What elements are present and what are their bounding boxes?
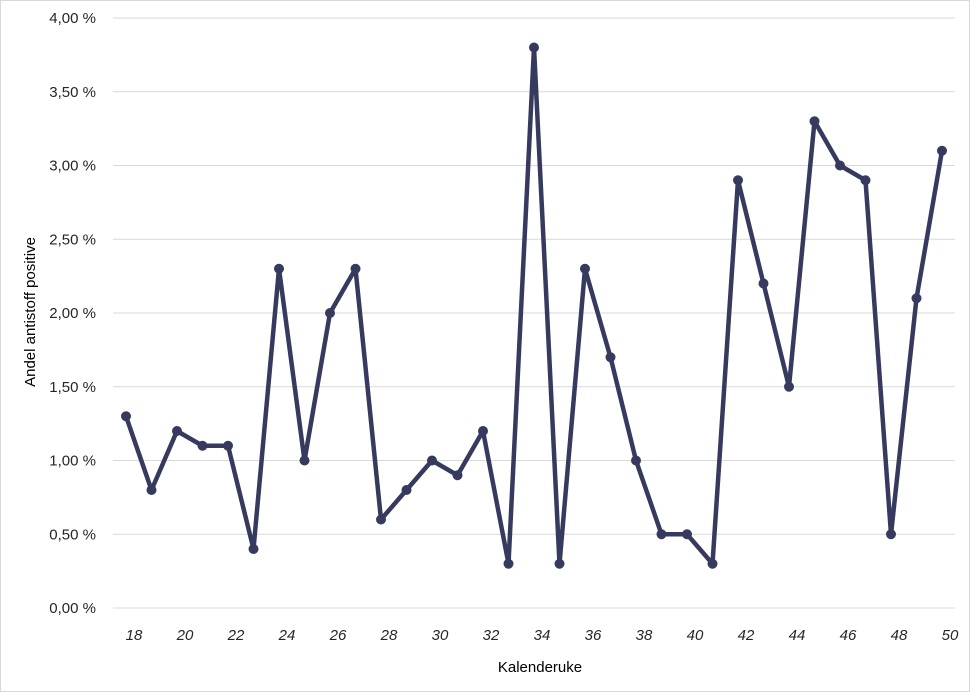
x-tick-label: 34: [534, 627, 551, 644]
y-tick-label: 0,50 %: [49, 526, 96, 543]
data-point: [529, 42, 539, 53]
data-point: [605, 352, 616, 363]
y-tick-label: 0,00 %: [49, 600, 96, 617]
data-point: [835, 160, 845, 171]
data-point: [248, 544, 259, 554]
data-point: [503, 558, 514, 569]
data-point: [478, 426, 488, 436]
data-point: [121, 411, 131, 422]
data-point: [707, 558, 718, 569]
x-tick-label: 18: [126, 627, 143, 644]
data-point: [452, 470, 463, 481]
x-tick-label: 48: [891, 627, 908, 644]
x-tick-label: 46: [840, 627, 857, 644]
data-point: [886, 529, 896, 540]
data-point: [682, 529, 692, 540]
x-tick-label: 28: [380, 627, 398, 644]
x-tick-label: 26: [329, 627, 347, 644]
data-point: [580, 263, 590, 274]
gridlines: [113, 17, 955, 609]
data-point: [146, 485, 157, 495]
data-point: [350, 263, 361, 274]
data-point: [554, 558, 565, 569]
x-tick-label: 24: [278, 627, 296, 644]
data-point: [427, 455, 437, 466]
data-point: [376, 514, 386, 525]
data-point: [172, 426, 182, 436]
x-tick-label: 44: [789, 627, 806, 644]
x-tick-label: 40: [687, 627, 704, 644]
x-axis-title: Kalenderuke: [498, 659, 582, 676]
series-line: [123, 45, 945, 566]
y-tick-label: 4,00 %: [49, 10, 96, 27]
x-tick-label: 20: [176, 627, 194, 644]
x-tick-labels: 18 20 22 24 26 28 30 32 34 36 38 40 42 44 46 48 50: [126, 627, 959, 644]
x-tick-label: 36: [585, 627, 602, 644]
y-tick-label: 1,50 %: [49, 379, 96, 396]
x-tick-label: 38: [636, 627, 653, 644]
x-tick-label: 42: [738, 627, 755, 644]
data-point: [758, 278, 769, 289]
series-layer: [121, 42, 947, 569]
y-tick-labels: 0,00 % 0,50 % 1,00 % 1,50 % 2,00 % 2,50 % 3,00…: [49, 10, 96, 617]
data-point: [325, 308, 335, 318]
y-tick-label: 3,50 %: [49, 84, 96, 101]
x-tick-label: 32: [483, 627, 500, 644]
x-tick-label: 50: [942, 627, 959, 644]
data-point: [197, 440, 208, 451]
y-tick-label: 3,00 %: [49, 158, 96, 175]
x-tick-label: 22: [227, 627, 245, 644]
y-tick-label: 2,00 %: [49, 305, 96, 322]
data-point: [299, 455, 310, 466]
data-point: [274, 263, 284, 274]
data-point: [631, 455, 641, 466]
data-point: [401, 485, 412, 495]
data-point: [784, 381, 794, 392]
data-point: [733, 175, 743, 186]
data-point: [656, 529, 667, 540]
data-point: [937, 145, 947, 156]
data-point: [860, 175, 871, 186]
data-point: [911, 293, 922, 304]
data-point: [223, 440, 233, 451]
data-point: [809, 116, 820, 127]
y-axis-title: Andel antistoff positive: [22, 237, 39, 387]
y-tick-label: 1,00 %: [49, 453, 96, 470]
x-tick-label: 30: [432, 627, 449, 644]
y-tick-label: 2,50 %: [49, 231, 96, 248]
